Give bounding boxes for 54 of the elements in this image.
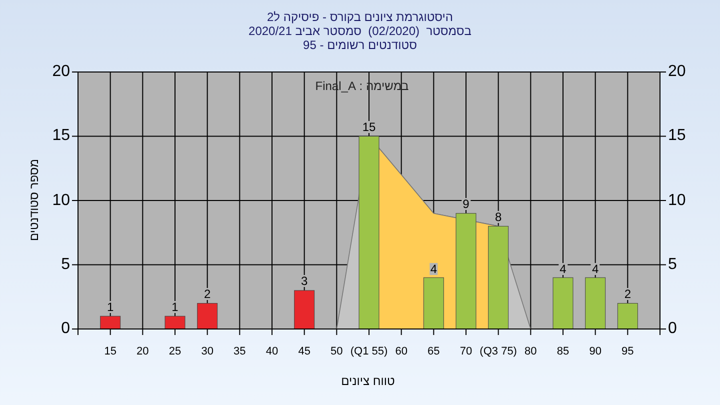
x-tick-label: 30 (201, 346, 214, 358)
y2-tick-label: 0 (668, 320, 677, 337)
bar (197, 303, 218, 330)
data-label: 4 (590, 262, 600, 276)
y-tick-label: 10 (52, 192, 70, 208)
x-tick-label: 70 (460, 346, 472, 358)
y2-tick-label: 15 (668, 127, 686, 144)
x-tick-label: 95 (622, 346, 634, 358)
subtitle: בסמסטר (02/2020) סמסטר אביב 2020/21 (248, 25, 472, 37)
x-tick-label: 40 (266, 346, 278, 358)
xlabel: טווח ציונים (341, 375, 395, 387)
data-label: 8 (494, 210, 503, 224)
y2-tick-label: 20 (668, 63, 686, 80)
y2-tick-label: 5 (668, 256, 677, 273)
bar (456, 213, 476, 330)
data-label: 1 (170, 300, 180, 314)
x-tick-label: 80 (524, 346, 537, 358)
x-tick-label: 35 (234, 346, 246, 358)
data-label: 3 (300, 274, 309, 288)
y-tick-label: 15 (52, 127, 70, 144)
y-tick-label: 20 (52, 63, 70, 80)
subtitle: סטודנטים רשומים - 95 (303, 39, 417, 51)
ylabel: מספר סטודנטים (28, 158, 40, 242)
x-tick-label: 85 (556, 346, 570, 358)
data-label: 2 (202, 287, 212, 302)
data-label: 1 (106, 300, 115, 314)
bar (617, 303, 638, 330)
bar (164, 316, 186, 330)
x-tick-label: (Q3 75) (480, 346, 517, 358)
x-tick-label: 15 (104, 346, 116, 358)
data-label: 9 (462, 197, 470, 212)
y-tick-label: 0 (61, 320, 70, 337)
bar (585, 277, 606, 330)
x-tick-label: 25 (168, 346, 182, 358)
x-tick-label: (Q1 55) (350, 346, 388, 358)
x-tick-label: 50 (330, 346, 343, 358)
y-tick-label: 5 (61, 256, 70, 273)
data-label: 4 (558, 262, 568, 276)
data-label: 15 (361, 120, 377, 134)
y2-tick-label: 10 (668, 192, 686, 208)
bar (294, 290, 315, 330)
bar (100, 316, 121, 330)
x-tick-label: 45 (298, 346, 310, 358)
bar (358, 136, 380, 330)
x-tick-label: 90 (589, 346, 602, 358)
bar (552, 277, 574, 330)
x-tick-label: 60 (395, 346, 408, 358)
x-tick-label: 65 (428, 346, 440, 358)
bar (423, 277, 444, 330)
bar (488, 226, 509, 330)
x-tick-label: 20 (136, 346, 149, 358)
title: היסטוגרמת ציונים בקורס - פיסיקה ל2 (266, 11, 454, 23)
data-label: 2 (623, 287, 632, 302)
data-label: 4 (429, 262, 438, 276)
